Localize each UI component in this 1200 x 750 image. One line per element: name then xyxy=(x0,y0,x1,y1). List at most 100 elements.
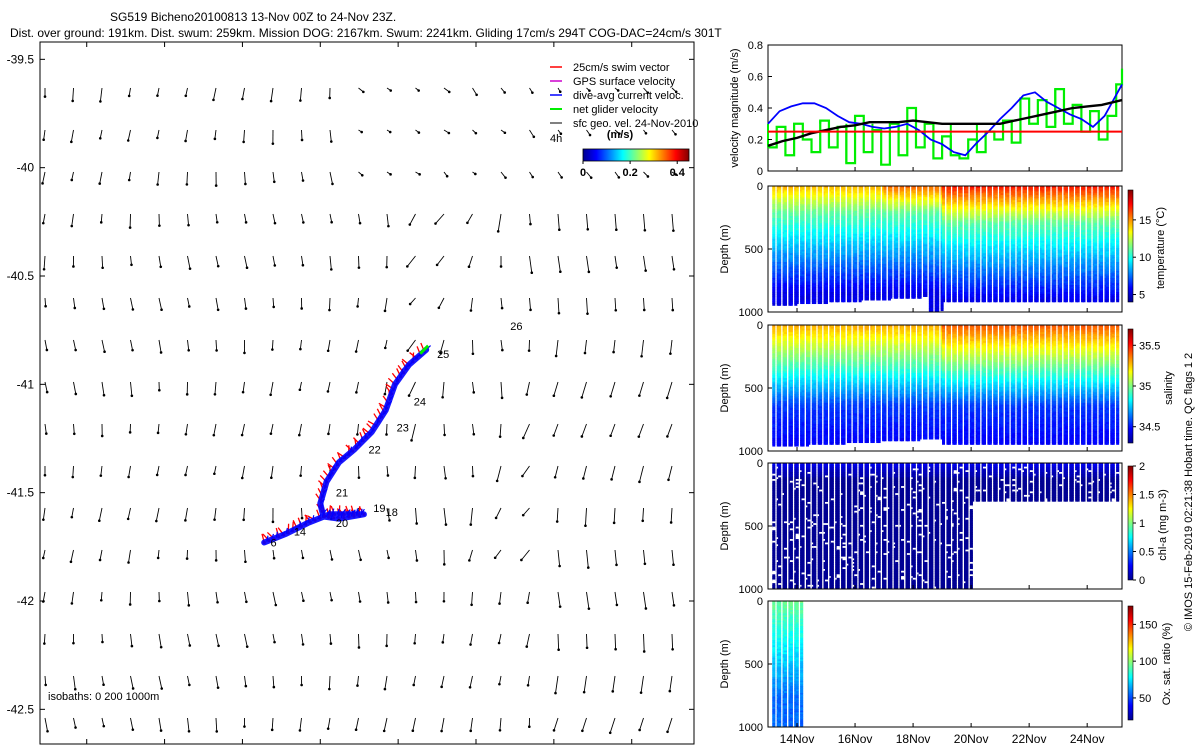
sfc-arrow-head xyxy=(388,130,392,134)
section-sample xyxy=(830,265,834,269)
section-sample xyxy=(830,249,834,253)
section-sample xyxy=(772,194,776,199)
section-sample xyxy=(824,288,828,292)
section-sample xyxy=(865,237,869,241)
section-sample xyxy=(883,293,887,297)
section-sample xyxy=(906,293,910,297)
sfc-arrow-head xyxy=(474,131,478,135)
section-sample xyxy=(789,253,793,257)
section-sample xyxy=(895,276,899,280)
sfc-arrow-head xyxy=(672,563,675,566)
section-sample xyxy=(778,200,782,204)
section-sample xyxy=(883,226,887,230)
section-sample xyxy=(824,216,828,220)
sfc-arrow-head xyxy=(271,348,274,351)
section-sample xyxy=(942,276,946,280)
section-sample xyxy=(778,276,782,280)
section-sample xyxy=(842,299,846,303)
section-sample xyxy=(789,193,793,197)
sfc-arrow xyxy=(666,423,673,437)
section-sample xyxy=(877,263,881,267)
section-sample xyxy=(801,207,805,211)
section-sample xyxy=(930,300,934,305)
section-sample xyxy=(789,262,793,266)
section-sample xyxy=(936,186,940,190)
section-sample xyxy=(942,292,946,296)
section-sample xyxy=(848,254,852,259)
section-sample xyxy=(772,253,776,257)
sfc-arrow xyxy=(671,549,674,565)
section-sample xyxy=(795,283,799,287)
section-sample xyxy=(807,216,811,220)
section-sample xyxy=(813,202,817,206)
section-sample xyxy=(836,277,840,282)
section-sample xyxy=(848,198,852,202)
section-sample xyxy=(901,228,905,232)
sfc-arrow-head xyxy=(98,136,102,140)
section-sample xyxy=(789,281,793,285)
section-sample xyxy=(807,209,811,213)
section-sample xyxy=(848,260,852,264)
section-sample xyxy=(830,221,834,225)
section-sample xyxy=(813,258,817,262)
section-sample xyxy=(836,270,840,275)
section-sample xyxy=(842,217,846,222)
sfc-arrow xyxy=(499,423,502,437)
sfc-arrow-head xyxy=(102,683,105,687)
section-sample xyxy=(772,240,776,245)
section-sample xyxy=(895,214,899,218)
section-sample xyxy=(836,189,840,193)
section-sample xyxy=(784,269,788,273)
sfc-arrow-head xyxy=(41,221,45,225)
section-sample xyxy=(887,297,891,301)
section-sample xyxy=(854,260,858,264)
section-sample xyxy=(824,293,828,297)
section-sample xyxy=(865,242,869,246)
section-sample xyxy=(912,256,916,260)
section-sample xyxy=(830,200,834,204)
section-sample xyxy=(942,288,946,292)
section-sample xyxy=(865,233,869,237)
sfc-arrow-head xyxy=(406,349,410,352)
section-sample xyxy=(795,286,799,290)
sfc-arrow-head xyxy=(496,230,500,233)
section-sample xyxy=(930,230,934,234)
section-sample xyxy=(789,274,793,278)
day-label: 14 xyxy=(294,527,306,539)
sfc-arrow xyxy=(186,171,188,185)
sfc-arrow-head xyxy=(440,729,443,733)
sfc-arrow-head xyxy=(580,435,584,438)
sfc-arrow xyxy=(71,507,74,518)
section-sample xyxy=(889,191,893,195)
sfc-arrow-head xyxy=(156,183,159,186)
section-sample xyxy=(889,193,893,197)
section-sample xyxy=(942,216,946,220)
sfc-arrow xyxy=(500,339,503,351)
sfc-arrow-head xyxy=(530,271,534,275)
section-sample xyxy=(871,246,875,250)
section-sample xyxy=(918,209,922,213)
section-sample xyxy=(772,237,776,241)
sfc-arrow-head xyxy=(493,556,497,560)
section-sample xyxy=(795,235,799,239)
sfc-arrow xyxy=(215,213,218,223)
sfc-arrow xyxy=(500,381,503,398)
section-sample xyxy=(842,200,846,204)
section-sample xyxy=(813,286,817,290)
section-sample xyxy=(819,270,823,275)
section-sample xyxy=(801,283,805,287)
sfc-arrow xyxy=(101,339,105,352)
section-sample xyxy=(778,253,782,257)
sfc-arrow xyxy=(383,717,388,731)
section-sample xyxy=(918,202,922,206)
sfc-arrow-head xyxy=(155,473,159,477)
sfc-arrow-head xyxy=(557,311,561,315)
sfc-arrow-head xyxy=(472,432,476,436)
sfc-arrow-head xyxy=(558,90,562,93)
section-sample xyxy=(889,224,893,229)
section-sample xyxy=(778,237,782,241)
section-sample xyxy=(865,223,869,227)
sfc-arrow xyxy=(42,591,46,602)
section-sample xyxy=(877,267,881,271)
sfc-arrow xyxy=(643,633,645,652)
